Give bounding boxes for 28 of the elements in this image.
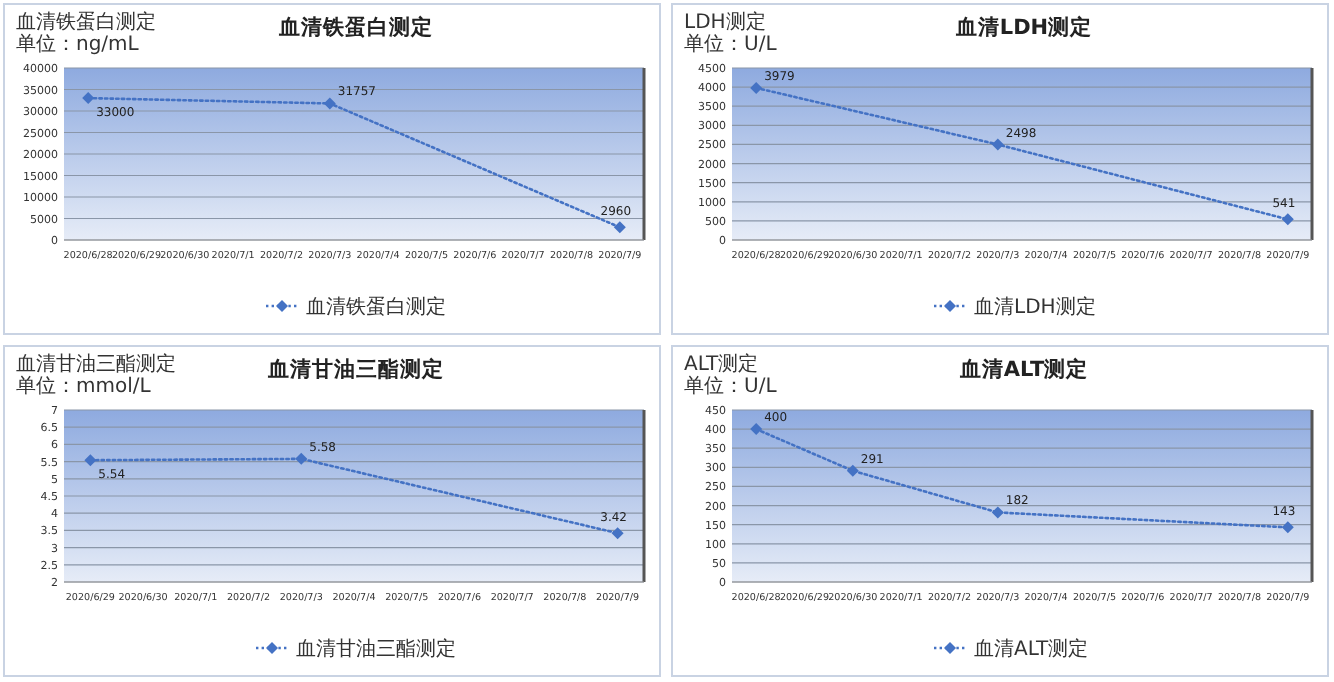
y-axis-title: 血清甘油三酯测定 [16, 352, 176, 376]
text: 单位：mmol/L [16, 374, 152, 398]
chart-title: 血清铁蛋白测定 [277, 14, 433, 40]
chart-title: 血清甘油三酯测定 [266, 356, 444, 382]
point [611, 527, 624, 540]
y-axis-title: ALT测定 [684, 352, 759, 376]
text: 单位：U/L [684, 32, 778, 56]
legend-label: 血清甘油三酯测定 [296, 637, 456, 661]
point [750, 81, 763, 94]
chart-title: 血清LDH测定 [953, 14, 1093, 40]
point [295, 452, 308, 465]
y-axis-title: LDH测定 [684, 10, 766, 34]
text: 单位：U/L [684, 374, 778, 398]
point [1281, 521, 1294, 534]
y-axis-title: 血清铁蛋白测定 [16, 10, 156, 34]
point [323, 97, 336, 110]
text: 单位：ng/mL [16, 32, 140, 56]
point [991, 138, 1004, 151]
legend-label: 血清LDH测定 [974, 295, 1096, 319]
point [84, 454, 97, 467]
point [1281, 213, 1294, 226]
legend-label: 血清ALT测定 [974, 637, 1089, 661]
legend-label: 血清铁蛋白测定 [306, 295, 446, 319]
point [613, 221, 626, 234]
point [750, 423, 763, 436]
chart-title: 血清ALT测定 [957, 356, 1089, 382]
point [846, 464, 859, 477]
point [991, 506, 1004, 519]
